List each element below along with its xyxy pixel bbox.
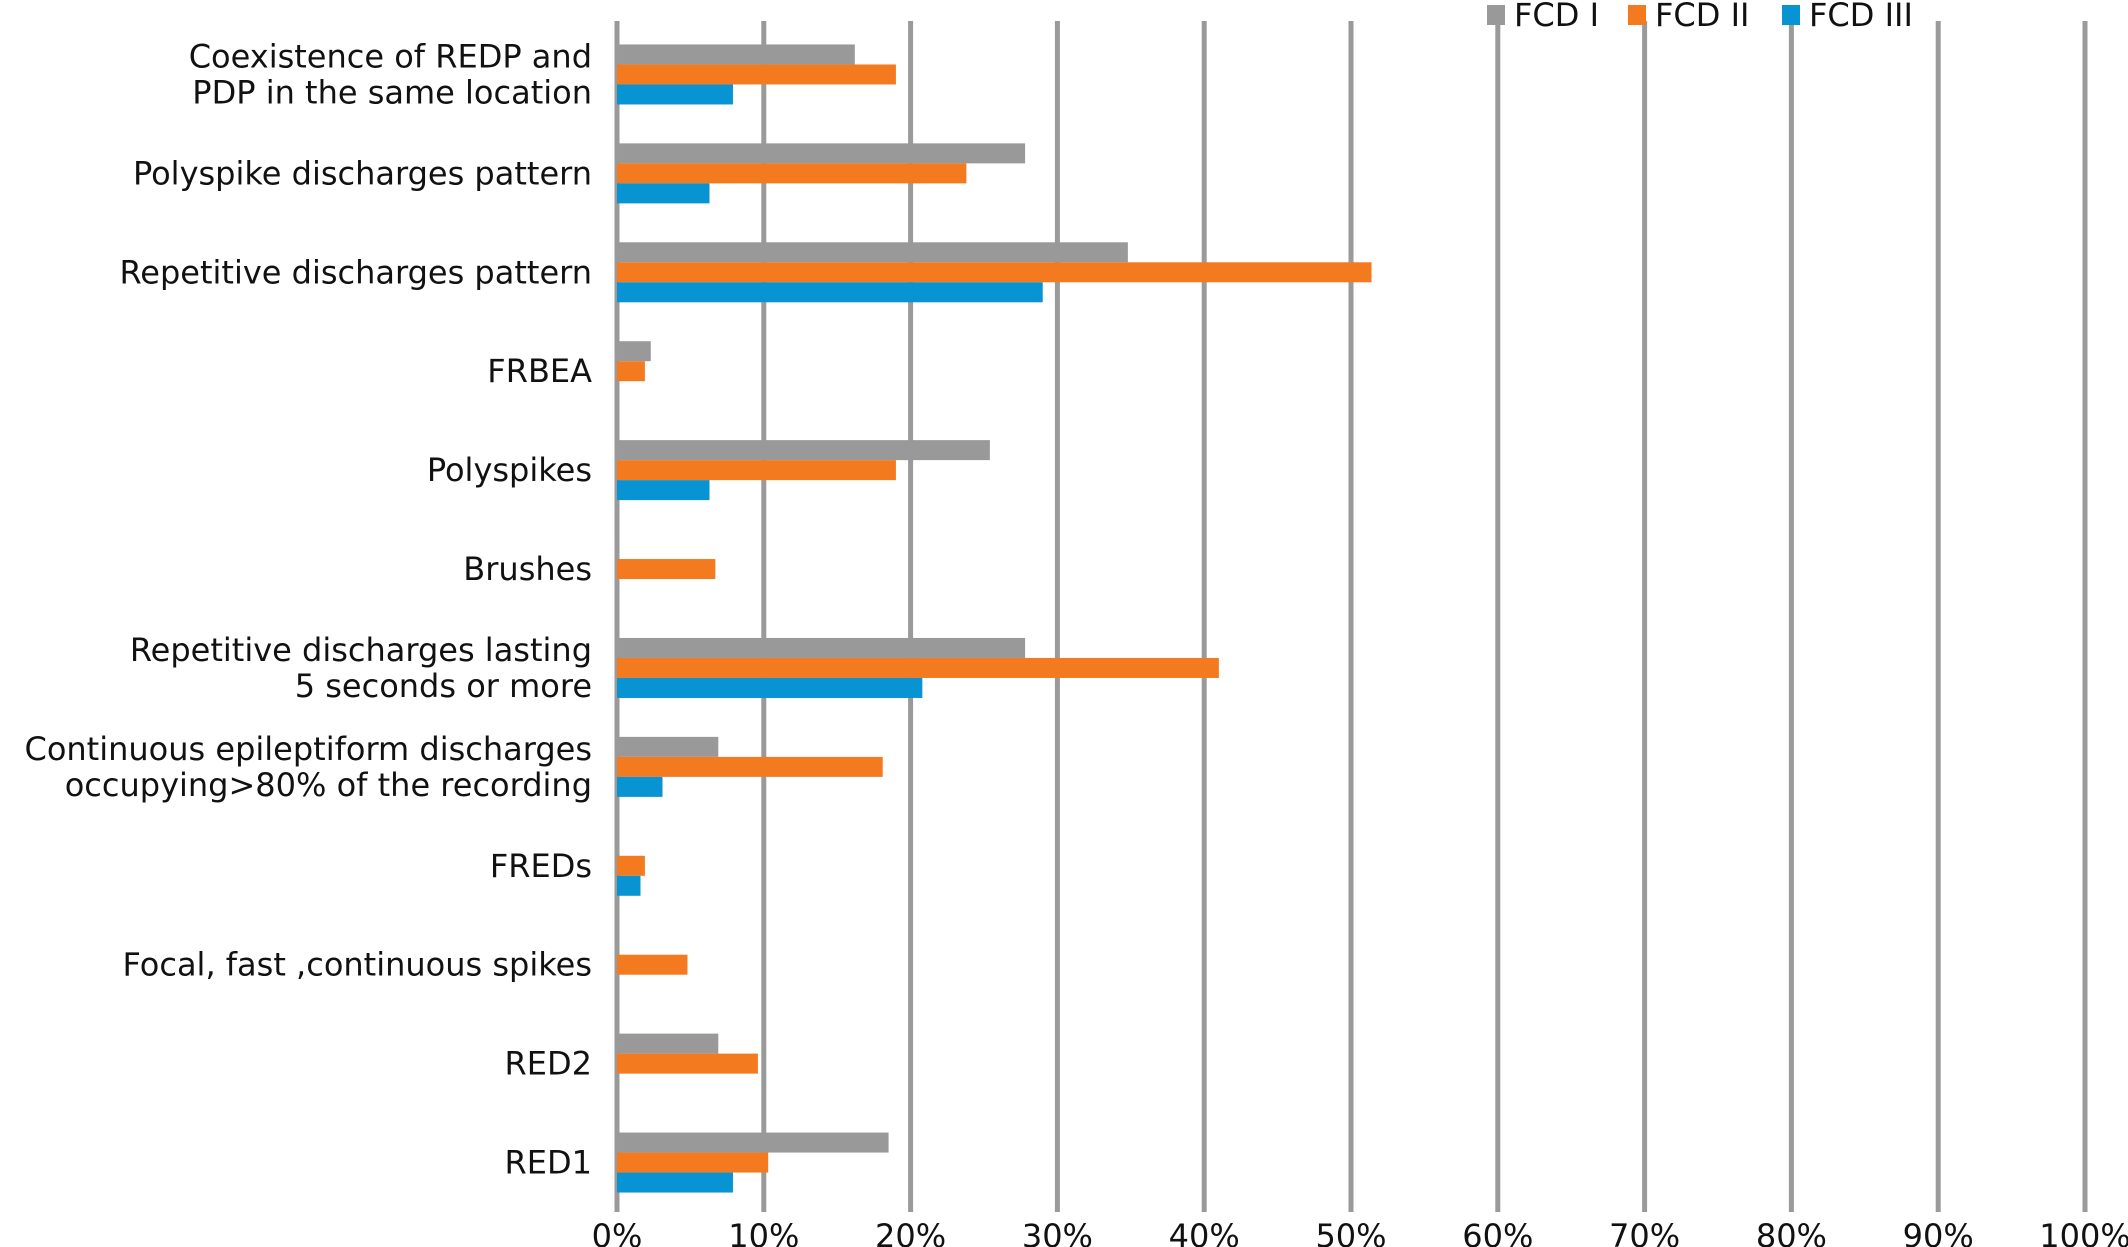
category-label: Continuous epileptiform discharges — [24, 730, 592, 768]
category-label: FRBEA — [487, 352, 592, 390]
category-label: Coexistence of REDP and — [189, 37, 592, 75]
category-label: occupying>80% of the recording — [65, 766, 592, 804]
x-tick-label: 50% — [1315, 1217, 1386, 1247]
bar — [617, 341, 651, 362]
bar — [617, 282, 1043, 303]
bar — [617, 756, 883, 777]
bar — [617, 1132, 889, 1153]
legend-label: FCD II — [1655, 0, 1749, 34]
bar — [617, 637, 1026, 658]
x-tick-label: 10% — [728, 1217, 799, 1247]
legend-swatch — [1628, 5, 1646, 25]
bar — [617, 1053, 758, 1074]
category-label: Focal, fast ,continuous spikes — [123, 946, 593, 984]
bar — [617, 1152, 769, 1173]
legend-label: FCD III — [1809, 0, 1913, 34]
gridlines — [614, 21, 2088, 1212]
legend-swatch — [1487, 5, 1505, 25]
x-tick-label: 20% — [875, 1217, 946, 1247]
bar — [617, 440, 990, 461]
bar — [617, 460, 896, 481]
bars — [617, 44, 1372, 1193]
x-tick-label: 40% — [1169, 1217, 1240, 1247]
category-label: Brushes — [463, 550, 592, 588]
bar — [617, 84, 733, 105]
x-tick-label: 0% — [592, 1217, 643, 1247]
x-tick-label: 60% — [1462, 1217, 1533, 1247]
category-label: PDP in the same location — [192, 73, 592, 111]
category-label: FREDs — [490, 847, 592, 885]
legend-swatch — [1782, 5, 1800, 25]
x-tick-labels: 0% 10% 20% 30% 40% 50% 60% 70% 80% 90% 100% — [592, 1217, 2128, 1247]
category-labels: Coexistence of REDP and PDP in the same … — [24, 37, 592, 1181]
category-label: 5 seconds or more — [295, 667, 592, 705]
bar — [617, 361, 645, 382]
x-tick-label: 30% — [1022, 1217, 1093, 1247]
bar — [617, 677, 923, 698]
x-tick-label: 100% — [2039, 1217, 2128, 1247]
category-label: Polyspike discharges pattern — [133, 154, 592, 192]
bar — [617, 736, 719, 757]
bar — [617, 64, 896, 85]
category-label: Repetitive discharges lasting — [130, 631, 592, 669]
bar — [617, 559, 716, 580]
category-label: Repetitive discharges pattern — [119, 253, 592, 291]
bar — [617, 143, 1026, 164]
bar — [617, 262, 1372, 283]
bar — [617, 954, 688, 975]
bar — [617, 776, 663, 797]
category-label: Polyspikes — [427, 451, 592, 489]
x-tick-label: 90% — [1903, 1217, 1974, 1247]
x-tick-label: 70% — [1609, 1217, 1680, 1247]
bar — [617, 163, 967, 184]
bar — [617, 44, 855, 65]
bar — [617, 480, 710, 501]
category-label: RED2 — [505, 1045, 592, 1083]
bar — [617, 183, 710, 204]
legend-label: FCD I — [1514, 0, 1599, 34]
bar — [617, 1033, 719, 1054]
bar — [617, 875, 641, 896]
bar — [617, 1172, 733, 1193]
legend: FCD I FCD II FCD III — [1487, 0, 1913, 34]
bar — [617, 657, 1219, 678]
bar — [617, 242, 1128, 263]
bar — [617, 855, 645, 876]
x-tick-label: 80% — [1756, 1217, 1827, 1247]
category-label: RED1 — [505, 1144, 592, 1182]
